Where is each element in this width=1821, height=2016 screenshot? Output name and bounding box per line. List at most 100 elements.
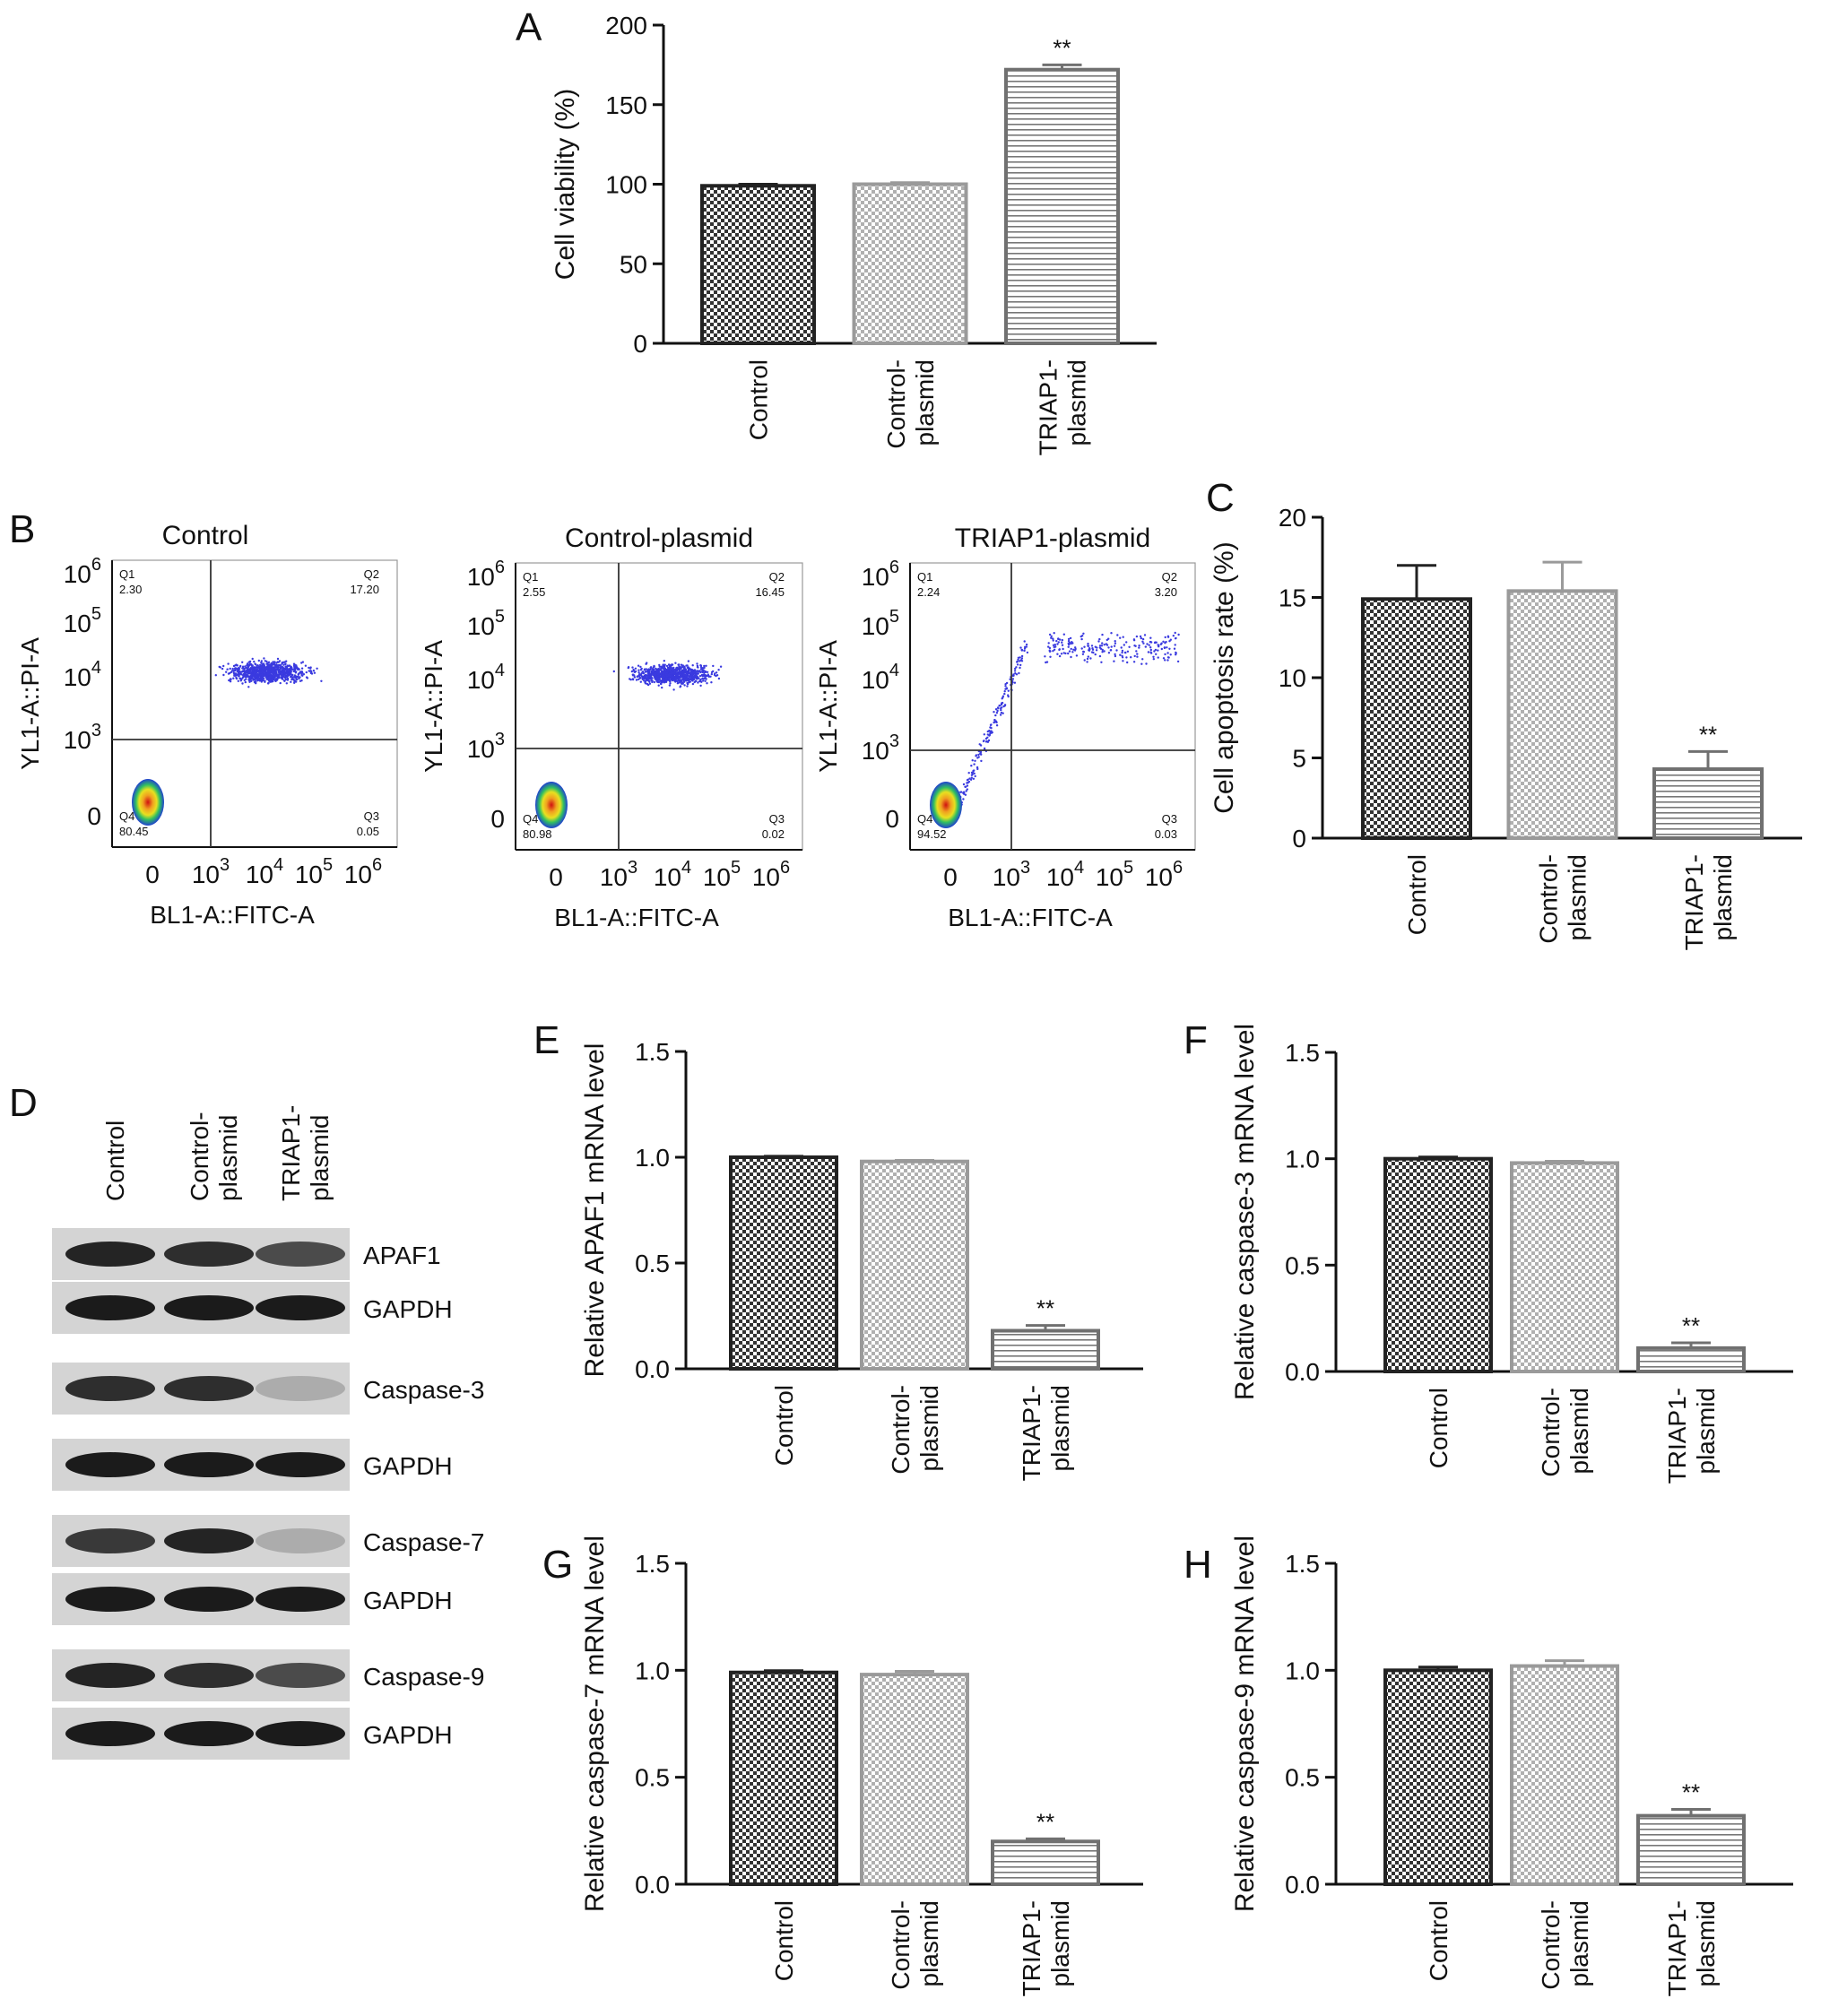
- flow-event-dot: [687, 666, 689, 669]
- flow-event-dot: [977, 756, 980, 758]
- flow-event-dot: [1098, 637, 1101, 641]
- flow-event-dot: [651, 680, 654, 684]
- flow-event-dot: [703, 673, 707, 677]
- flow-event-dot: [1048, 633, 1052, 636]
- flow-event-dot: [273, 672, 275, 675]
- flow-event-dot: [661, 686, 663, 689]
- bar-1: [1383, 1156, 1493, 1373]
- flow-event-dot: [272, 663, 275, 666]
- flow-event-dot: [1130, 656, 1132, 659]
- y-axis-title: Cell apoptosis rate (%): [1210, 541, 1239, 813]
- flow-event-dot: [1080, 647, 1083, 650]
- quadrant-label: Q3: [364, 809, 379, 823]
- flow-event-dot: [256, 664, 258, 668]
- flow-event-dot: [706, 682, 708, 685]
- flow-event-dot: [302, 673, 306, 676]
- flow-event-dot: [1062, 633, 1066, 636]
- flow-event-dot: [1155, 653, 1158, 655]
- flow-event-dot: [966, 784, 969, 787]
- flow-event-dot: [1087, 645, 1089, 647]
- flow-event-dot: [1071, 651, 1074, 653]
- flow-event-dot: [1121, 649, 1124, 653]
- flow-event-dot: [1154, 648, 1158, 652]
- flow-event-dot: [1000, 703, 1003, 706]
- flow-event-dot: [964, 785, 967, 788]
- flow-event-dot: [279, 671, 282, 674]
- flow-event-dot: [256, 673, 259, 676]
- blot-row-4: GAPDH: [52, 1439, 453, 1491]
- flow-event-dot: [1057, 637, 1060, 641]
- flow-event-dot: [1123, 651, 1127, 654]
- flow-event-dot: [995, 724, 999, 727]
- y-tick-label: 0.0: [1285, 1358, 1320, 1386]
- flow-event-dot: [222, 673, 225, 677]
- flow-event-dot: [668, 672, 672, 675]
- flow-event-dot: [1073, 649, 1077, 652]
- flow-y-tick-label: 103: [64, 721, 101, 754]
- flow-event-dot: [1058, 654, 1062, 658]
- flow-event-dot: [214, 674, 217, 677]
- flow-event-dot: [639, 680, 642, 683]
- category-label: Control: [1403, 854, 1431, 935]
- blot-row-label: Caspase-9: [363, 1663, 484, 1691]
- flow-event-dot: [974, 774, 976, 778]
- flow-x-tick-label: 106: [752, 858, 790, 891]
- flow-event-dot: [1081, 653, 1085, 655]
- flow-event-dot: [290, 665, 292, 668]
- bar-3: [1004, 67, 1120, 345]
- flow-event-dot: [272, 677, 275, 679]
- flow-event-dot: [668, 674, 672, 677]
- flow-event-dot: [285, 660, 288, 662]
- blot-row-label: APAF1: [363, 1242, 441, 1269]
- flow-event-dot: [676, 682, 680, 685]
- flow-event-dot: [232, 664, 236, 668]
- flow-event-dot: [690, 670, 693, 673]
- flow-event-dot: [1020, 657, 1024, 660]
- category-label: TRIAP1-plasmid: [1018, 1385, 1074, 1481]
- flow-event-dot: [641, 671, 645, 673]
- flow-event-dot: [222, 664, 225, 668]
- bar-3: [1636, 1345, 1746, 1373]
- flow-event-dot: [1054, 644, 1057, 646]
- flow-event-dot: [1025, 645, 1028, 648]
- flow-event-dot: [1052, 644, 1055, 646]
- flow-event-dot: [993, 719, 996, 722]
- flow-x-tick-label: 104: [1046, 858, 1084, 891]
- flow-event-dot: [1164, 653, 1166, 656]
- category-label: Control-plasmid: [1535, 854, 1591, 944]
- bar-1: [729, 1670, 838, 1886]
- flow-event-dot: [686, 679, 689, 681]
- flow-event-dot: [1166, 659, 1169, 662]
- flow-event-dot: [243, 671, 247, 674]
- flow-event-dot: [247, 686, 250, 688]
- flow-x-tick-label: 0: [943, 863, 958, 891]
- flow-event-dot: [289, 675, 292, 679]
- flow-event-dot: [1019, 646, 1022, 649]
- flow-event-dot: [1128, 645, 1131, 648]
- flow-event-dot: [310, 672, 314, 675]
- flow-event-dot: [671, 678, 673, 681]
- flow-event-dot: [247, 672, 250, 675]
- category-label: TRIAP1-plasmid: [1663, 1388, 1720, 1484]
- flow-event-dot: [283, 673, 287, 676]
- flow-event-dot: [1003, 692, 1006, 696]
- flow-event-dot: [1160, 647, 1164, 651]
- flow-event-dot: [967, 782, 969, 784]
- significance-marker: **: [1699, 721, 1717, 748]
- flow-event-dot: [1047, 642, 1050, 645]
- flow-event-dot: [999, 714, 1002, 716]
- flow-event-dot: [1087, 655, 1090, 658]
- blot-row-label: Caspase-3: [363, 1376, 484, 1404]
- flow-event-dot: [642, 672, 646, 675]
- flow-event-dot: [1136, 653, 1139, 655]
- flow-event-dot: [699, 684, 702, 688]
- flow-event-dot: [284, 662, 287, 665]
- flow-event-dot: [1120, 646, 1123, 649]
- flow-event-dot: [1083, 645, 1086, 648]
- flow-event-dot: [282, 679, 286, 682]
- flow-event-dot: [293, 668, 296, 671]
- flow-event-dot: [257, 671, 261, 674]
- flow-event-dot: [696, 662, 698, 665]
- flow-event-dot: [669, 682, 672, 685]
- y-tick-label: 5: [1292, 745, 1306, 773]
